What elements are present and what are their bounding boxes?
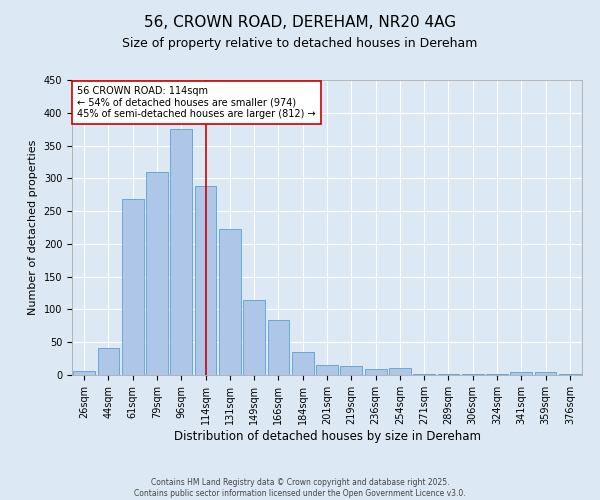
Bar bbox=[268, 320, 289, 375]
X-axis label: Distribution of detached houses by size in Dereham: Distribution of detached houses by size … bbox=[173, 430, 481, 442]
Bar bbox=[122, 200, 143, 375]
Text: 56, CROWN ROAD, DEREHAM, NR20 4AG: 56, CROWN ROAD, DEREHAM, NR20 4AG bbox=[144, 15, 456, 30]
Bar bbox=[146, 172, 168, 375]
Bar bbox=[243, 300, 265, 375]
Bar bbox=[316, 365, 338, 375]
Bar bbox=[559, 374, 581, 375]
Text: 56 CROWN ROAD: 114sqm
← 54% of detached houses are smaller (974)
45% of semi-det: 56 CROWN ROAD: 114sqm ← 54% of detached … bbox=[77, 86, 316, 119]
Bar bbox=[194, 186, 217, 375]
Bar bbox=[73, 371, 95, 375]
Bar bbox=[535, 372, 556, 375]
Bar bbox=[462, 374, 484, 375]
Bar bbox=[365, 369, 386, 375]
Text: Contains HM Land Registry data © Crown copyright and database right 2025.
Contai: Contains HM Land Registry data © Crown c… bbox=[134, 478, 466, 498]
Bar bbox=[170, 129, 192, 375]
Bar bbox=[437, 374, 460, 375]
Bar bbox=[292, 352, 314, 375]
Bar bbox=[511, 372, 532, 375]
Text: Size of property relative to detached houses in Dereham: Size of property relative to detached ho… bbox=[122, 38, 478, 51]
Y-axis label: Number of detached properties: Number of detached properties bbox=[28, 140, 38, 315]
Bar bbox=[340, 366, 362, 375]
Bar bbox=[219, 229, 241, 375]
Bar bbox=[413, 374, 435, 375]
Bar bbox=[389, 368, 411, 375]
Bar bbox=[486, 374, 508, 375]
Bar bbox=[97, 348, 119, 375]
